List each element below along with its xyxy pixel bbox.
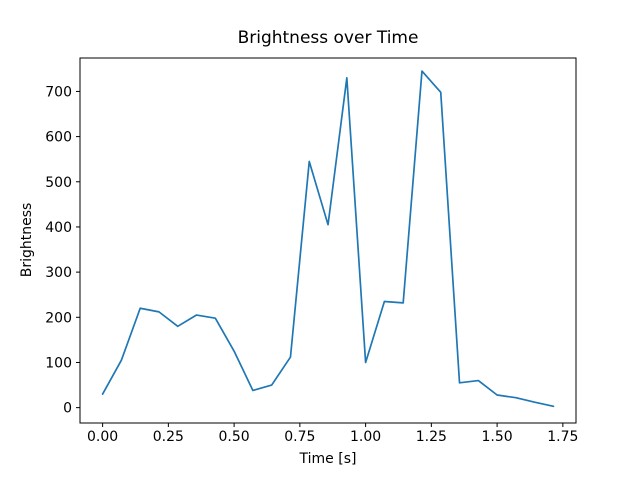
y-tick-label: 0 [63,401,72,417]
y-tick-label: 300 [45,265,72,281]
y-tick-label: 400 [45,220,72,236]
y-tick-label: 100 [45,355,72,371]
y-tick-label: 500 [45,175,72,191]
y-tick-label: 200 [45,310,72,326]
x-tick-label: 0.50 [219,429,250,445]
axes-frame [79,57,577,424]
y-tick-label: 600 [45,130,72,146]
x-tick-label: 1.00 [350,429,381,445]
y-tick-label: 700 [45,84,72,100]
x-tick-label: 0.00 [87,429,118,445]
x-axis-label: Time [s] [299,451,357,467]
x-tick-label: 1.50 [482,429,513,445]
x-tick-label: 0.75 [284,429,315,445]
chart-title: Brightness over Time [237,28,419,48]
x-tick-label: 1.25 [416,429,447,445]
brightness-line [101,70,555,408]
x-tick-label: 1.75 [547,429,578,445]
x-tick-label: 0.25 [153,429,184,445]
y-axis-label: Brightness [19,202,35,278]
